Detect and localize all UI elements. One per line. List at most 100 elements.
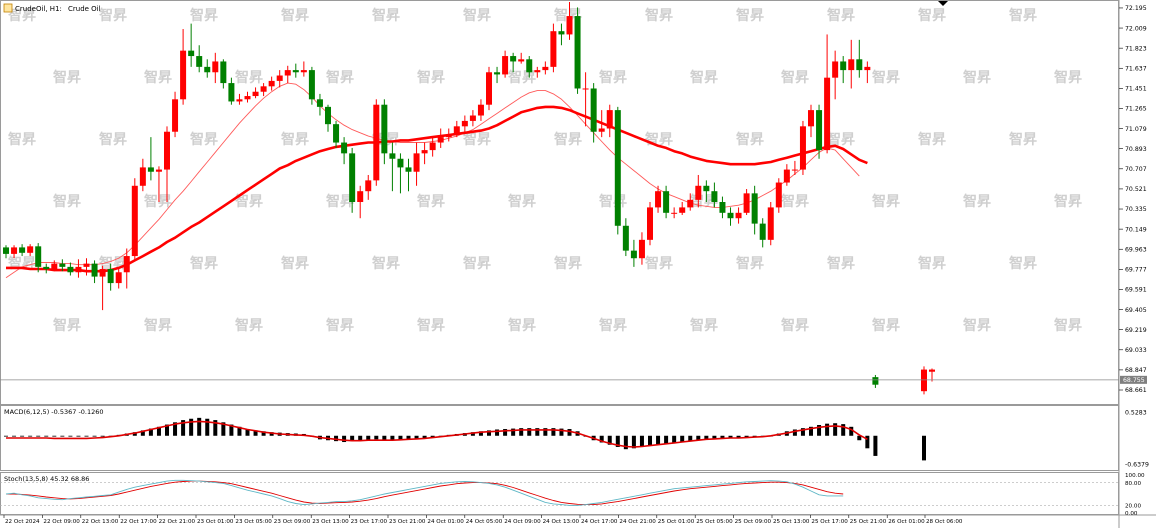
price-tick-label: 71.265	[1125, 106, 1147, 113]
candle-body	[703, 185, 710, 192]
candle-body	[437, 137, 444, 143]
candle-body	[405, 167, 412, 172]
macd-histogram-bar	[792, 429, 797, 436]
candle-body	[743, 193, 750, 213]
price-tick-label: 69.405	[1125, 307, 1147, 314]
candle-body	[921, 369, 927, 392]
symbol-header[interactable]: CrudeOil, H1: Crude Oil	[3, 3, 101, 13]
candle-body	[445, 134, 452, 138]
candle-body	[751, 193, 758, 224]
candle-body	[791, 169, 798, 171]
candle-body	[381, 104, 388, 154]
macd-histogram-bar	[503, 429, 508, 436]
candle-body	[848, 59, 855, 71]
time-tick-label: 25 Oct 13:00	[773, 519, 810, 525]
price-tick-label: 69.591	[1125, 287, 1147, 294]
macd-histogram-bar	[833, 423, 838, 436]
candle-body	[147, 167, 154, 172]
watermark-text: 智昇	[462, 7, 491, 24]
candle-body	[107, 269, 114, 284]
watermark-text: 智昇	[826, 131, 855, 148]
macd-histogram-bar	[156, 426, 161, 436]
watermark-text: 智昇	[143, 193, 172, 210]
candle-body	[872, 377, 879, 385]
candle-body	[767, 207, 774, 240]
price-tick-label: 72.195	[1125, 5, 1147, 12]
macd-histogram-bar	[511, 428, 516, 436]
candle-body	[284, 70, 291, 76]
time-tick-label: 22 Oct 17:00	[120, 519, 157, 525]
watermark-text: 智昇	[1053, 69, 1082, 86]
macd-histogram-bar	[350, 435, 355, 442]
watermark-text: 智昇	[598, 69, 627, 86]
candle-body	[413, 153, 420, 172]
macd-histogram-bar	[535, 428, 540, 436]
macd-histogram-bar	[374, 435, 379, 440]
candle-body	[188, 50, 195, 57]
macd-histogram-bar	[519, 428, 524, 436]
candle-body	[469, 115, 476, 121]
macd-histogram-bar	[358, 435, 363, 441]
macd-histogram-bar	[173, 422, 178, 436]
watermark-text: 智昇	[371, 7, 400, 24]
macd-histogram-bar	[817, 425, 822, 436]
macd-histogram-bar	[36, 435, 41, 437]
time-tick-label: 25 Oct 21:00	[850, 519, 887, 525]
watermark-text: 智昇	[280, 7, 309, 24]
macd-histogram-bar	[688, 435, 693, 442]
candle-body	[550, 31, 557, 67]
time-tick-label: 24 Oct 17:00	[581, 519, 618, 525]
watermark-text: 智昇	[416, 69, 445, 86]
macd-histogram-bar	[12, 435, 17, 437]
time-axis: 22 Oct 2024 22 Oct 09:00 22 Oct 13:00 22 Oc…	[3, 515, 963, 525]
candle-body	[308, 70, 315, 100]
price-scale: 72.195 72.009 71.823 71.637 71.451 71.265 71.0…	[1119, 5, 1147, 394]
time-tick-label: 22 Oct 2024	[5, 519, 40, 525]
candle-body	[228, 83, 235, 102]
macd-histogram-bar	[68, 435, 73, 437]
symbol-label: CrudeOil, H1:	[15, 5, 62, 13]
time-tick-label: 28 Oct 06:00	[926, 519, 963, 525]
macd-histogram-bar	[543, 428, 548, 436]
macd-histogram-bar	[253, 430, 258, 436]
candle-body	[300, 70, 307, 73]
candle-body	[115, 272, 122, 284]
candle-body	[856, 59, 863, 71]
watermark-text: 智昇	[280, 131, 309, 148]
macd-histogram-bar	[382, 435, 387, 441]
macd-histogram-bar	[704, 435, 709, 440]
candle-body	[671, 212, 678, 214]
macd-histogram-bar	[269, 432, 274, 436]
candle-body	[389, 153, 396, 159]
candle-body	[139, 167, 146, 186]
stochastic-indicator: Stoch(13,5,8) 45.32 68.86 100.00 80.00 20.…	[0, 473, 1145, 517]
macd-histogram-bar	[245, 429, 250, 436]
candle-body	[510, 56, 517, 62]
time-tick-label: 26 Oct 01:00	[888, 519, 925, 525]
chart-shift-marker[interactable]	[938, 1, 948, 6]
candle-body	[558, 31, 565, 35]
candle-body	[43, 266, 50, 270]
candle-body	[99, 269, 106, 277]
candle-body	[655, 191, 662, 208]
macd-histogram-bar	[148, 428, 153, 436]
price-tick-label: 69.033	[1125, 347, 1147, 354]
watermark-text: 智昇	[917, 7, 946, 24]
macd-histogram-bar	[712, 435, 717, 439]
macd-histogram-bar	[213, 420, 218, 436]
watermark-text: 智昇	[1053, 193, 1082, 210]
stoch-tick-label: 0.00	[1125, 511, 1138, 517]
macd-histogram-bar	[559, 428, 564, 436]
watermark-text: 智昇	[416, 317, 445, 334]
watermark-text: 智昇	[917, 255, 946, 272]
current-price-tag	[1120, 375, 1147, 384]
price-tick-label: 71.451	[1125, 86, 1147, 93]
watermark-text: 智昇	[1053, 317, 1082, 334]
watermark-text: 智昇	[598, 317, 627, 334]
macd-label: MACD(6,12,5) -0.5367 -0.1260	[4, 408, 104, 416]
macd-histogram-bar	[430, 435, 435, 438]
macd-tick-label: 0.5283	[1125, 409, 1147, 416]
candle-body	[759, 223, 766, 240]
price-tick-label: 68.661	[1125, 387, 1147, 394]
